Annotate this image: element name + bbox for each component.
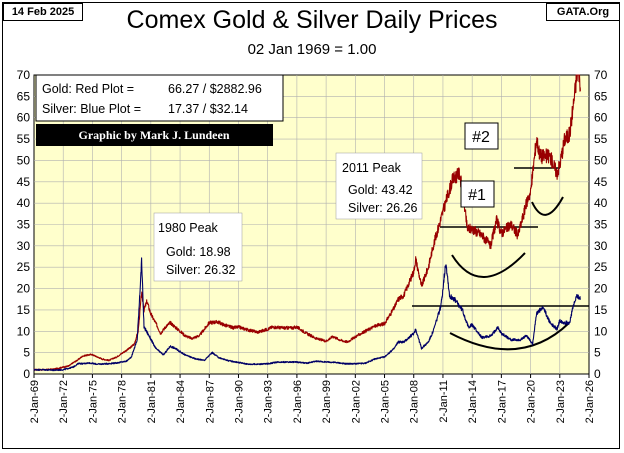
y-tick-right: 50 [594,153,608,167]
y-tick-right: 60 [594,111,608,125]
x-tick-label: 2-Jan-17 [496,380,508,423]
x-tick-label: 2-Jan-87 [204,380,216,423]
legend-frame [35,74,284,122]
annotation-1980-peak: 1980 Peak Gold: 18.98 Silver: 26.32 [153,212,243,282]
credit-banner [36,124,273,146]
silver-series-line [33,257,581,372]
y-tick-left: 10 [17,324,31,338]
annotation-2011-peak: 2011 Peak Gold: 43.42 Silver: 26.26 [335,152,423,220]
x-tick-label: 2-Jan-96 [292,380,304,423]
y-tick-right: 40 [594,196,608,210]
y-tick-right: 25 [594,260,608,274]
y-tick-right: 65 [594,89,608,103]
y-tick-right: 5 [594,346,601,360]
source-label: GATA.Org [546,3,620,21]
peak-1980-silver: Silver: 26.32 [166,263,236,277]
y-tick-left: 65 [17,89,31,103]
x-tick-label: 2-Jan-69 [29,380,41,423]
svg-text:#1: #1 [468,187,486,204]
y-tick-left: 40 [17,196,31,210]
x-tick-label: 2-Jan-20 [526,380,538,423]
y-tick-left: 55 [17,132,31,146]
y-tick-left: 0 [23,367,30,381]
cup-curve-1 [451,252,526,278]
cup-curve-2 [531,196,564,216]
x-tick-label: 2-Jan-81 [146,380,158,423]
peak-2011-title: 2011 Peak [342,161,402,175]
chart-subtitle: 02 Jan 1969 = 1.00 [247,41,377,58]
y-tick-right: 10 [594,324,608,338]
y-tick-left: 70 [17,68,31,82]
x-tick-label: 2-Jan-08 [409,380,421,423]
legend-box: Gold: Red Plot = 66.27 / $2882.96 Silver… [35,74,284,146]
y-tick-right: 15 [594,303,608,317]
chart-title: Comex Gold & Silver Daily Prices [126,6,498,34]
x-tick-label: 2-Jan-99 [321,380,333,423]
y-tick-right: 55 [594,132,608,146]
x-tick-label: 2-Jan-84 [175,380,187,423]
x-tick-label: 2-Jan-75 [87,380,99,423]
x-tick-label: 2-Jan-72 [58,380,70,423]
legend-silver-value: 17.37 / $32.14 [168,102,248,116]
y-tick-right: 20 [594,282,608,296]
peak-1980-title: 1980 Peak [158,221,219,235]
y-tick-left: 20 [17,282,31,296]
gold-series-line [33,74,581,371]
silver-cup-curve [449,322,570,351]
x-tick-label: 2-Jan-14 [467,380,479,423]
marker-1: #1 [460,180,495,208]
y-tick-right: 30 [594,239,608,253]
legend-silver-label: Silver: Blue Plot = [42,102,141,116]
x-tick-label: 2-Jan-05 [380,380,392,423]
x-tick-label: 2-Jan-90 [233,380,245,423]
date-label: 14 Feb 2025 [3,3,83,21]
x-axis: 2-Jan-69 2-Jan-72 2-Jan-75 2-Jan-78 2-Jan-81… [29,374,596,423]
legend-gold-value: 66.27 / $2882.96 [168,82,262,96]
y-tick-left: 30 [17,239,31,253]
y-tick-left: 45 [17,175,31,189]
series-layer [33,74,581,372]
x-tick-label: 2-Jan-78 [117,380,129,423]
y-tick-right: 45 [594,175,608,189]
y-tick-left: 50 [17,153,31,167]
x-tick-label: 2-Jan-26 [584,380,596,423]
y-axis-left: 0 5 10 15 20 25 30 35 40 45 50 55 60 65 70 [17,68,31,381]
svg-text:#2: #2 [472,129,490,146]
x-tick-label: 2-Jan-02 [350,380,362,423]
x-tick-label: 2-Jan-11 [438,380,450,423]
y-tick-left: 5 [23,346,30,360]
marker-2: #2 [464,122,499,150]
peak-2011-gold: Gold: 43.42 [348,183,413,197]
x-tick-label: 2-Jan-23 [555,380,567,423]
y-tick-left: 25 [17,260,31,274]
y-tick-right: 35 [594,218,608,232]
y-tick-left: 35 [17,218,31,232]
y-tick-left: 15 [17,303,31,317]
peak-1980-gold: Gold: 18.98 [166,245,231,259]
y-tick-left: 60 [17,111,31,125]
peak-2011-silver: Silver: 26.26 [348,201,418,215]
x-tick-label: 2-Jan-93 [263,380,275,423]
y-tick-right: 0 [594,367,601,381]
credit-text: Graphic by Mark J. Lundeen [78,128,229,142]
y-tick-right: 70 [594,68,608,82]
trend-lines [412,167,589,351]
legend-gold-label: Gold: Red Plot = [42,82,134,96]
y-axis-right: 0 5 10 15 20 25 30 35 40 45 50 55 60 65 70 [594,68,608,381]
